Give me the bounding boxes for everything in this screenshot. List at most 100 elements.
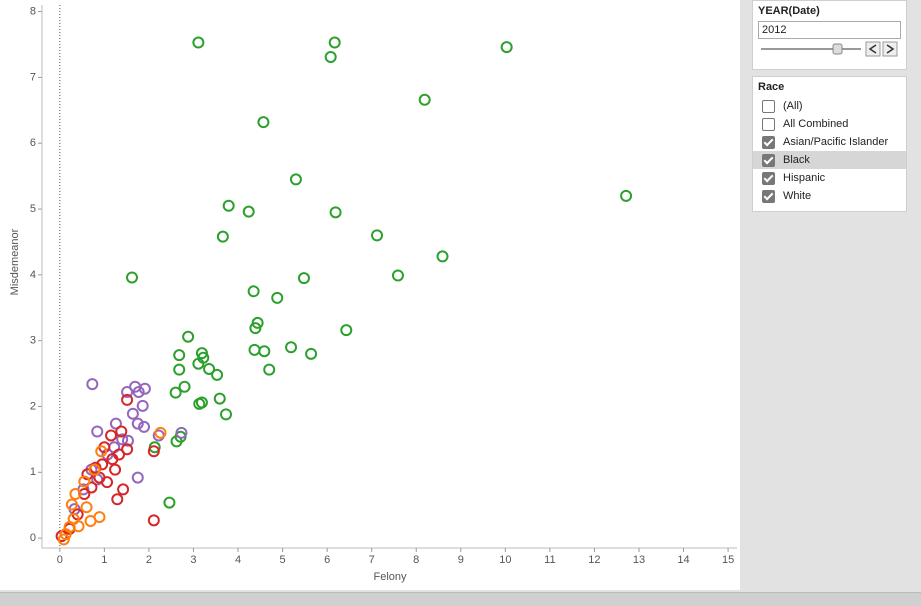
point bbox=[115, 425, 128, 438]
point bbox=[138, 420, 151, 433]
y-tick-label: 1 bbox=[30, 466, 36, 478]
x-tick-label: 6 bbox=[324, 554, 330, 566]
point bbox=[203, 362, 216, 375]
point bbox=[271, 291, 284, 304]
point bbox=[248, 343, 261, 356]
point bbox=[169, 386, 182, 399]
point bbox=[192, 357, 205, 370]
point bbox=[297, 272, 310, 285]
race-option[interactable]: Asian/Pacific Islander bbox=[753, 133, 906, 151]
checkbox[interactable] bbox=[762, 118, 775, 131]
point bbox=[371, 229, 384, 242]
y-axis-title: Misdemeanor bbox=[9, 228, 21, 295]
point bbox=[67, 513, 80, 526]
point bbox=[305, 347, 318, 360]
point bbox=[57, 533, 70, 546]
point bbox=[131, 417, 144, 430]
y-tick-label: 5 bbox=[30, 203, 36, 215]
race-filter: Race (All) All Combined Asian/Pacific Isla… bbox=[752, 76, 907, 212]
point bbox=[418, 93, 431, 106]
point bbox=[85, 481, 98, 494]
option-label: (All) bbox=[783, 100, 803, 112]
checkbox[interactable] bbox=[762, 136, 775, 149]
point bbox=[211, 368, 224, 381]
x-axis-title: Felony bbox=[373, 571, 407, 583]
point bbox=[178, 380, 191, 393]
point bbox=[328, 36, 341, 49]
point bbox=[329, 206, 342, 219]
y-tick-label: 8 bbox=[30, 5, 36, 17]
checkbox[interactable] bbox=[762, 172, 775, 185]
option-label: All Combined bbox=[783, 118, 849, 130]
point bbox=[257, 116, 270, 129]
point bbox=[88, 463, 101, 476]
checkbox[interactable] bbox=[762, 190, 775, 203]
x-tick-label: 14 bbox=[677, 554, 689, 566]
x-tick-label: 8 bbox=[413, 554, 419, 566]
point bbox=[101, 476, 114, 489]
point bbox=[289, 173, 302, 186]
option-label: Asian/Pacific Islander bbox=[783, 136, 889, 148]
x-tick-label: 9 bbox=[458, 554, 464, 566]
point bbox=[500, 41, 513, 54]
x-tick-label: 1 bbox=[101, 554, 107, 566]
option-label: Black bbox=[783, 154, 810, 166]
x-tick-label: 13 bbox=[633, 554, 645, 566]
race-option[interactable]: (All) bbox=[753, 97, 906, 115]
point bbox=[86, 378, 99, 391]
status-bar bbox=[0, 592, 921, 606]
point bbox=[125, 271, 138, 284]
point bbox=[65, 498, 78, 511]
x-tick-label: 2 bbox=[146, 554, 152, 566]
point bbox=[117, 483, 130, 496]
point bbox=[242, 205, 255, 218]
point bbox=[249, 322, 262, 335]
point bbox=[147, 445, 160, 458]
point bbox=[163, 496, 176, 509]
point bbox=[105, 429, 118, 442]
point bbox=[216, 230, 229, 243]
x-tick-label: 10 bbox=[499, 554, 511, 566]
checkbox[interactable] bbox=[762, 154, 775, 167]
point bbox=[78, 488, 91, 501]
point bbox=[121, 434, 134, 447]
point bbox=[193, 397, 206, 410]
point bbox=[121, 443, 134, 456]
race-option[interactable]: All Combined bbox=[753, 115, 906, 133]
x-tick-label: 3 bbox=[190, 554, 196, 566]
point bbox=[136, 399, 149, 412]
point bbox=[121, 386, 134, 399]
point bbox=[121, 393, 134, 406]
x-tick-label: 0 bbox=[57, 554, 63, 566]
race-option[interactable]: Black bbox=[753, 151, 906, 169]
race-option[interactable]: Hispanic bbox=[753, 169, 906, 187]
filter-title: Race bbox=[758, 81, 785, 93]
year-filter: YEAR(Date) 2012 bbox=[752, 0, 907, 70]
x-tick-label: 12 bbox=[588, 554, 600, 566]
point bbox=[152, 429, 165, 442]
point bbox=[126, 407, 139, 420]
point bbox=[106, 453, 119, 466]
point bbox=[147, 514, 160, 527]
year-slider[interactable] bbox=[753, 41, 906, 63]
year-input[interactable]: 2012 bbox=[758, 21, 901, 39]
x-tick-label: 5 bbox=[280, 554, 286, 566]
y-tick-label: 0 bbox=[30, 532, 36, 544]
point bbox=[154, 426, 167, 439]
point bbox=[263, 363, 276, 376]
point bbox=[340, 324, 353, 337]
point bbox=[173, 349, 186, 362]
point bbox=[219, 408, 232, 421]
point bbox=[109, 463, 122, 476]
checkbox[interactable] bbox=[762, 100, 775, 113]
race-option[interactable]: White bbox=[753, 187, 906, 205]
point bbox=[109, 417, 122, 430]
y-tick-label: 7 bbox=[30, 71, 36, 83]
point bbox=[192, 36, 205, 49]
point bbox=[247, 285, 260, 298]
point bbox=[78, 475, 91, 488]
point bbox=[391, 269, 404, 282]
point bbox=[324, 50, 337, 63]
x-tick-label: 11 bbox=[544, 554, 555, 566]
